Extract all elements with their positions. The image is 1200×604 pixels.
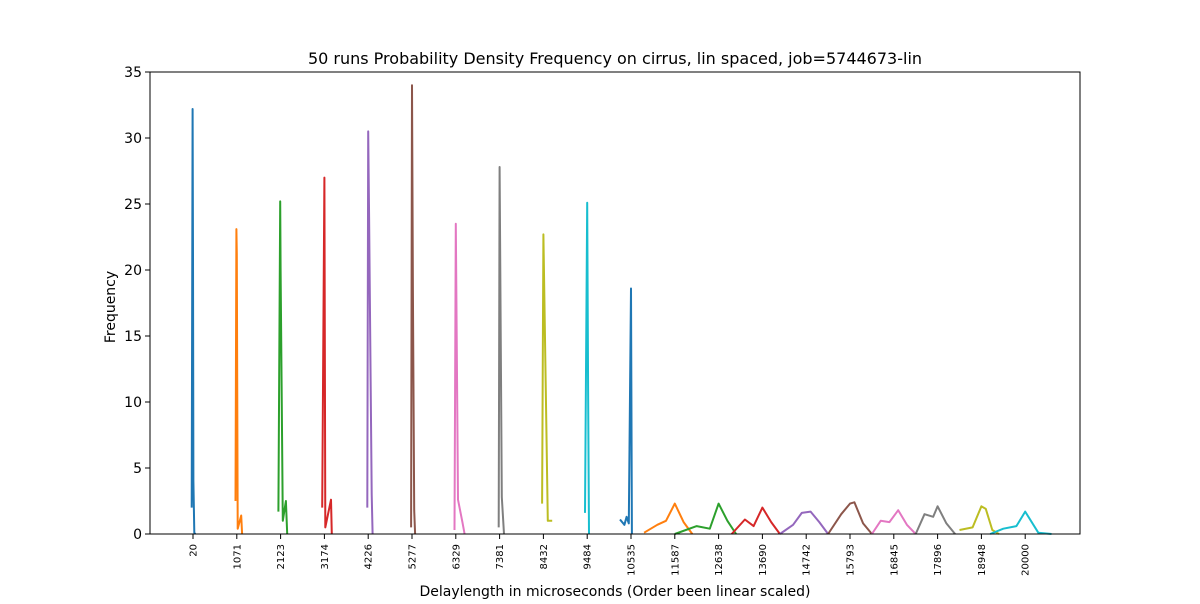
y-tick-label: 15 [124, 329, 142, 345]
density-line-17896 [914, 505, 956, 535]
density-line-2123 [277, 200, 289, 535]
density-line-18948 [959, 505, 1000, 535]
density-line-3174 [321, 176, 333, 535]
y-tick-label: 0 [133, 527, 142, 543]
density-line-14742 [779, 510, 829, 535]
density-line-11587 [643, 502, 694, 535]
x-tick-label: 16845 [889, 544, 900, 576]
y-tick-label: 20 [124, 263, 142, 279]
x-tick-label: 17896 [933, 544, 944, 576]
y-tick-label: 25 [124, 197, 142, 213]
x-tick-label: 12638 [714, 544, 725, 576]
density-line-10535 [619, 287, 633, 535]
density-line-9484 [584, 201, 590, 535]
density-line-6329 [453, 222, 466, 535]
density-line-1071 [234, 228, 244, 535]
density-line-13690 [730, 506, 781, 535]
y-axis-label: Frequency [103, 271, 119, 343]
x-tick-label: 3174 [320, 544, 331, 569]
x-ticks: 20 1071 2123 3174 4226 5277 6329 7381 8432 9484 10… [189, 534, 1032, 576]
x-tick-label: 5277 [408, 544, 419, 569]
x-tick-label: 15793 [846, 544, 857, 576]
y-ticks: 0 5 10 15 20 25 30 35 [124, 65, 150, 543]
x-tick-label: 18948 [977, 544, 988, 576]
x-tick-label: 13690 [758, 544, 769, 576]
density-line-8432 [541, 233, 553, 522]
x-tick-label: 9484 [583, 544, 594, 569]
x-tick-label: 8432 [539, 544, 550, 569]
x-tick-label: 1071 [232, 544, 243, 569]
y-tick-label: 35 [124, 65, 142, 81]
x-tick-label: 11587 [670, 544, 681, 576]
x-tick-label: 2123 [276, 544, 287, 569]
x-tick-label: 4226 [364, 544, 375, 569]
plot-frame [149, 71, 1081, 535]
density-line-16845 [871, 509, 917, 535]
x-tick-label: 6329 [451, 544, 462, 569]
x-tick-label: 20000 [1021, 544, 1032, 576]
chart-title: 50 runs Probability Density Frequency on… [308, 49, 922, 68]
x-tick-label: 10535 [627, 544, 638, 576]
density-line-12638 [674, 502, 737, 535]
plot-lines [190, 84, 1052, 535]
density-line-7381 [497, 166, 505, 535]
x-axis-label: Delaylength in microseconds (Order been … [420, 584, 811, 600]
y-tick-label: 30 [124, 131, 142, 147]
x-tick-label: 14742 [802, 544, 813, 576]
density-line-15793 [827, 501, 873, 535]
density-line-5277 [410, 84, 417, 535]
x-tick-label: 7381 [495, 544, 506, 569]
x-tick-label: 20 [189, 544, 200, 557]
density-line-4226 [366, 130, 374, 535]
density-line-20 [190, 108, 197, 535]
y-tick-label: 10 [124, 395, 142, 411]
y-tick-label: 5 [133, 461, 142, 477]
density-line-20000 [989, 510, 1052, 535]
